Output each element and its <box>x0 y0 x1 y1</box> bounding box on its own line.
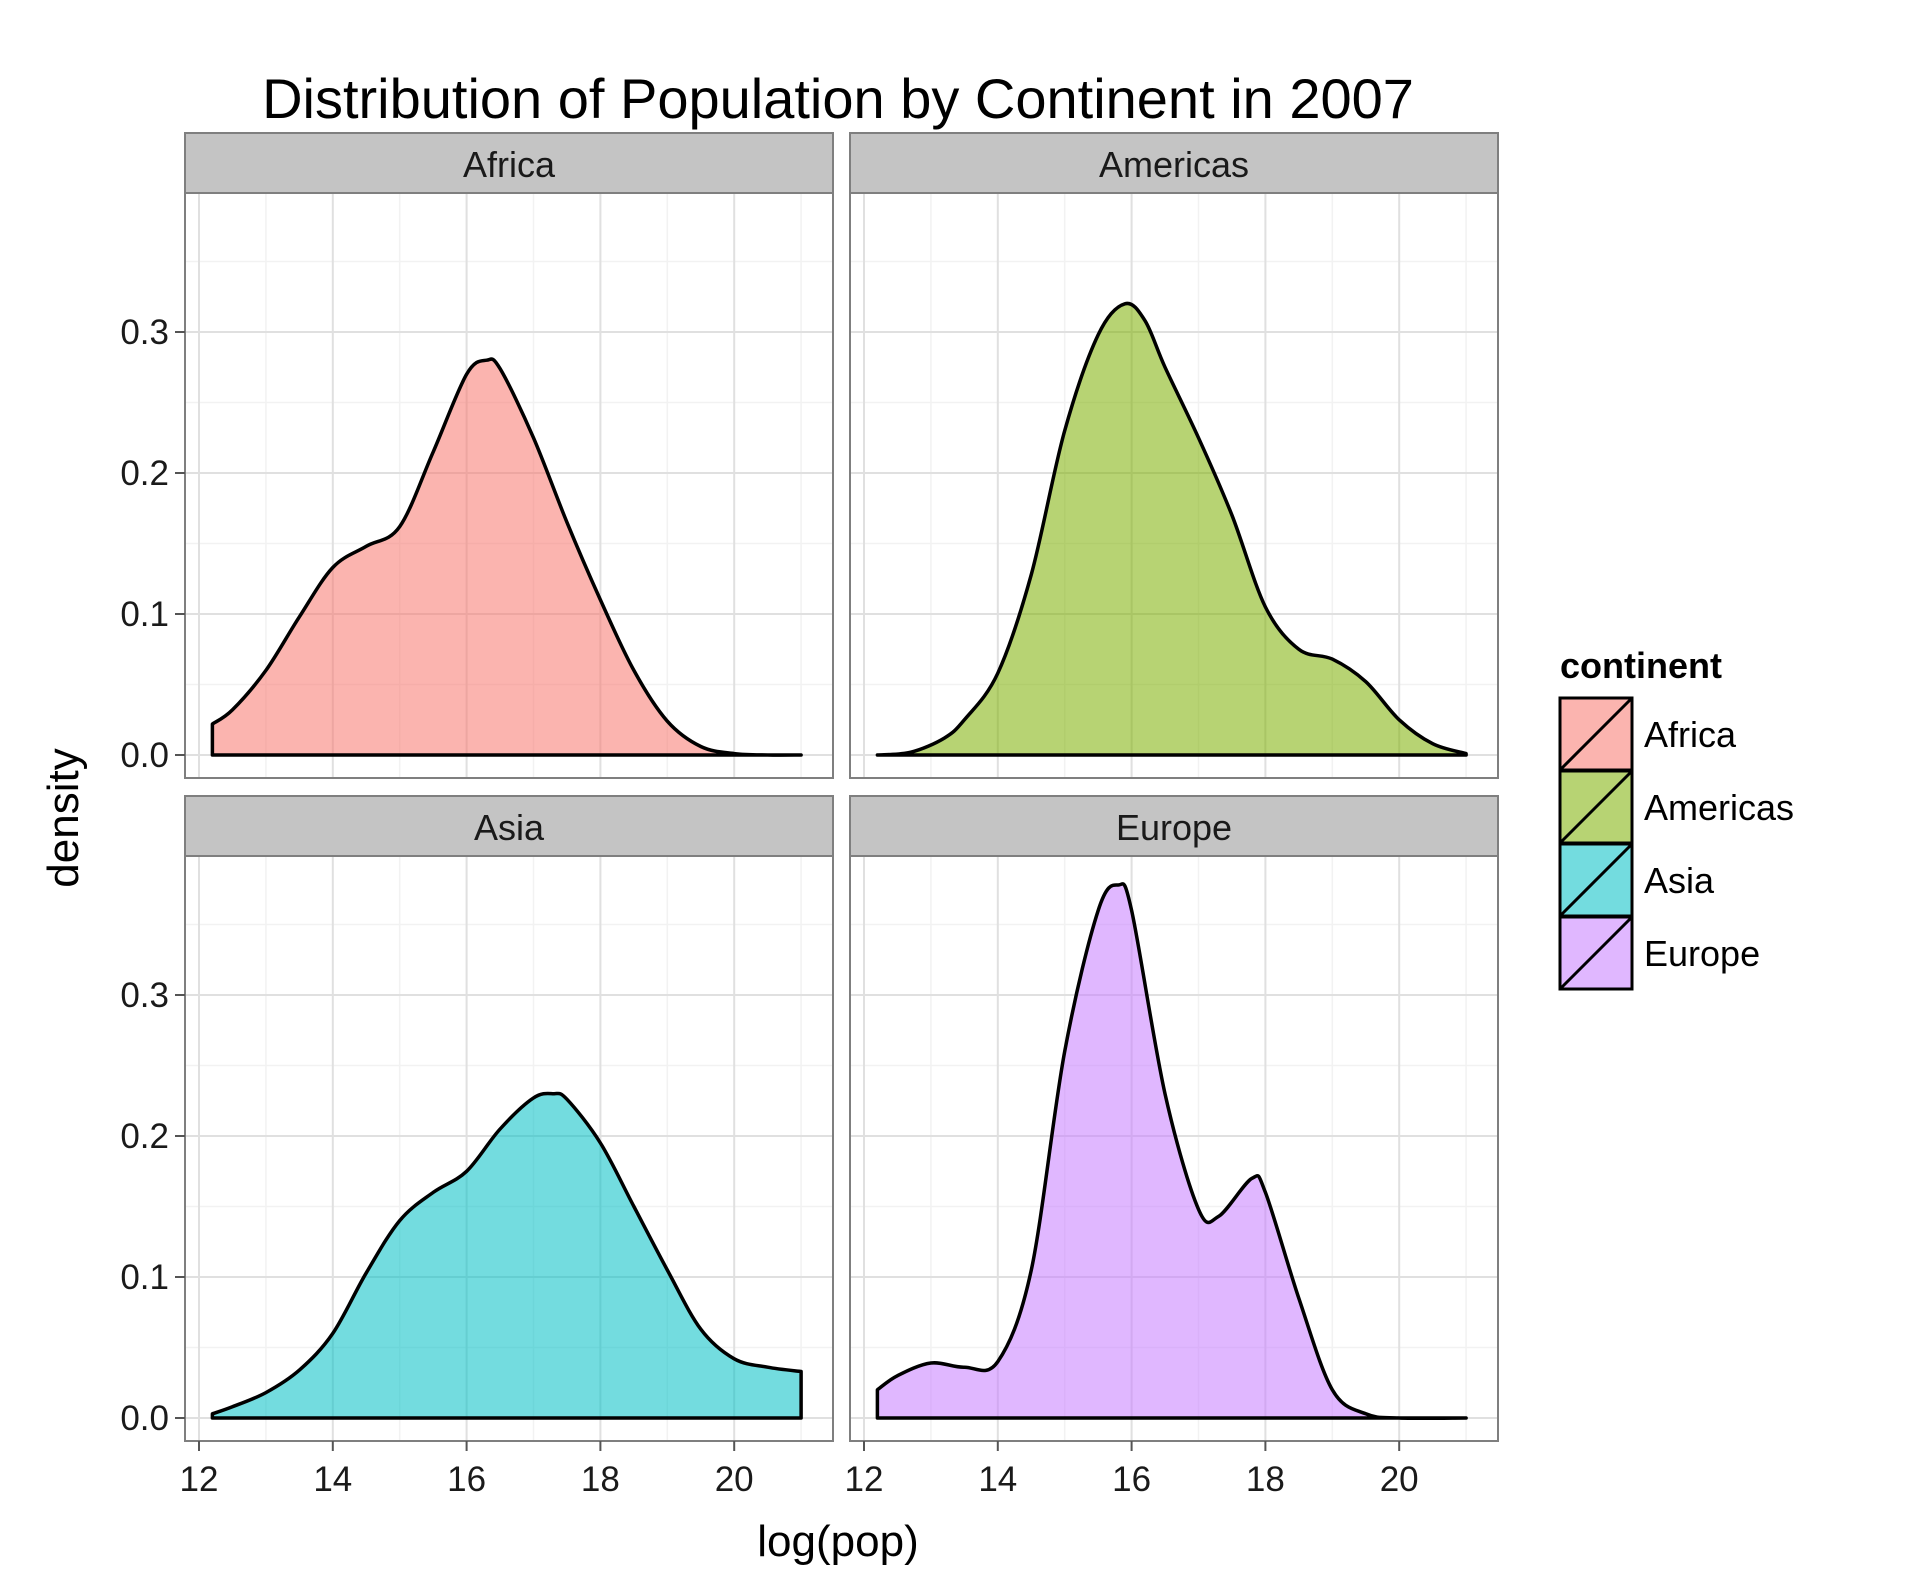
legend-item-europe: Europe <box>1558 915 1760 991</box>
facet-strip-label: Africa <box>463 144 556 185</box>
x-tick-label: 16 <box>1112 1460 1151 1499</box>
legend-label: Africa <box>1644 714 1737 755</box>
facet-panel-asia: Asia 0.0 0.1 0.2 0.3 12 14 16 18 20 <box>120 795 834 1499</box>
legend-label: Europe <box>1644 933 1760 974</box>
legend-title: continent <box>1560 645 1722 686</box>
panel-border <box>184 855 834 1442</box>
x-tick-label: 18 <box>581 1460 620 1499</box>
facet-strip-label: Europe <box>1116 807 1232 848</box>
facet-strip <box>184 132 834 194</box>
y-axis-label: density <box>39 748 88 887</box>
x-tick-label: 20 <box>1380 1460 1419 1499</box>
facet-panels: Africa 0.0 0.1 0.2 0.3 Americas Asia 0.0 0.1 0.2 0… <box>120 132 1499 1499</box>
legend: continent Africa Americas Asia Europe <box>1558 645 1794 991</box>
legend-key-line <box>1558 915 1634 991</box>
legend-item-asia: Asia <box>1558 842 1715 918</box>
panel-border <box>184 192 834 779</box>
panel-border <box>849 855 1499 1442</box>
legend-item-americas: Americas <box>1558 769 1794 845</box>
y-tick-label: 0.3 <box>120 976 169 1015</box>
density-area-africa <box>210 357 803 757</box>
legend-key-line <box>1558 696 1634 772</box>
y-tick-label: 0.0 <box>120 736 169 775</box>
density-area-americas <box>875 301 1468 757</box>
density-area-europe <box>875 882 1468 1421</box>
x-tick-label: 16 <box>447 1460 486 1499</box>
x-tick-label: 20 <box>715 1460 754 1499</box>
y-tick-label: 0.2 <box>120 1117 169 1156</box>
x-tick-label: 12 <box>845 1460 884 1499</box>
facet-strip <box>849 795 1499 857</box>
y-tick-label: 0.2 <box>120 454 169 493</box>
y-tick-label: 0.3 <box>120 313 169 352</box>
y-tick-label: 0.1 <box>120 1258 169 1297</box>
y-tick-label: 0.0 <box>120 1399 169 1438</box>
facet-panel-europe: Europe 12 14 16 18 20 <box>845 795 1499 1499</box>
y-tick-label: 0.1 <box>120 595 169 634</box>
x-axis-label: log(pop) <box>757 1517 918 1566</box>
x-tick-label: 14 <box>313 1460 352 1499</box>
legend-item-africa: Africa <box>1558 696 1737 772</box>
chart-title: Distribution of Population by Continent … <box>262 67 1414 130</box>
panel-border <box>849 192 1499 779</box>
x-tick-label: 14 <box>978 1460 1017 1499</box>
x-tick-label: 18 <box>1246 1460 1285 1499</box>
facet-strip-label: Asia <box>474 807 545 848</box>
facet-panel-americas: Americas <box>849 132 1499 779</box>
legend-key-line <box>1558 842 1634 918</box>
legend-label: Americas <box>1644 787 1794 828</box>
facet-strip-label: Americas <box>1099 144 1249 185</box>
density-area-asia <box>210 1091 803 1420</box>
x-tick-label: 12 <box>180 1460 219 1499</box>
legend-label: Asia <box>1644 860 1715 901</box>
facet-panel-africa: Africa 0.0 0.1 0.2 0.3 <box>120 132 834 779</box>
legend-key-line <box>1558 769 1634 845</box>
